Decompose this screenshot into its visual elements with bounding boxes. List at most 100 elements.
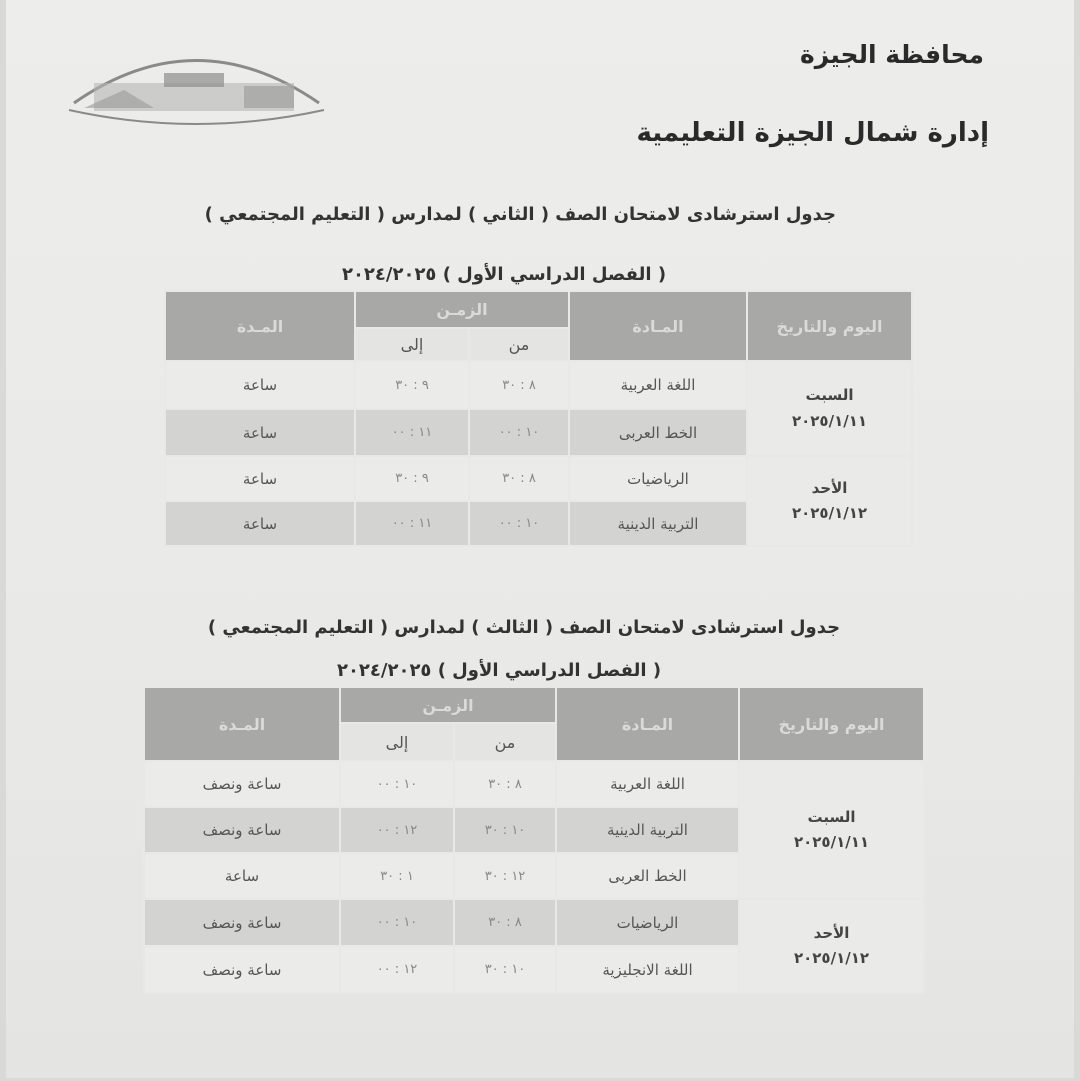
- from-time-cell: ٨ : ٣٠: [468, 455, 570, 502]
- to-time: ١٠ : ٠٠: [376, 915, 418, 930]
- column-header-time: الزمـن: [354, 290, 570, 329]
- day-date: ٢٠٢٥/١/١٢: [791, 504, 868, 522]
- column-header-duration: المـدة: [143, 686, 341, 762]
- from-time-cell: ٨ : ٣٠: [453, 760, 557, 808]
- day-date: ٢٠٢٥/١/١٢: [793, 949, 870, 967]
- from-time: ٨ : ٣٠: [488, 776, 522, 792]
- to-time: ١١ : ٠٠: [391, 425, 433, 440]
- from-time: ١٠ : ٠٠: [498, 516, 540, 531]
- administration-heading: إدارة شمال الجيزة التعليمية: [636, 118, 989, 148]
- from-time: ١٠ : ٠٠: [498, 425, 540, 440]
- to-time-cell: ٩ : ٣٠: [354, 455, 470, 502]
- document-page: محافظة الجيزة إدارة شمال الجيزة التعليمي…: [6, 0, 1074, 1078]
- column-header-from: من: [468, 327, 570, 362]
- subheader-row: من إلى: [165, 327, 912, 362]
- to-time-cell: ١٢ : ٠٠: [339, 945, 455, 994]
- from-time-cell: ١٠ : ٠٠: [468, 408, 570, 457]
- from-time-cell: ١٠ : ٣٠: [453, 806, 557, 854]
- to-time-cell: ١٠ : ٠٠: [339, 898, 455, 947]
- duration-cell: ساعة ونصف: [143, 898, 341, 947]
- to-time: ٩ : ٣٠: [395, 471, 429, 486]
- duration-cell: ساعة ونصف: [143, 806, 341, 854]
- subheader-row: من إلى: [144, 722, 924, 762]
- column-header-subject: المـادة: [555, 686, 740, 762]
- day-date: ٢٠٢٥/١/١١: [791, 411, 868, 430]
- duration-cell: ساعة ونصف: [143, 760, 341, 808]
- day-name: السبت: [805, 386, 854, 404]
- from-time: ٨ : ٣٠: [488, 915, 522, 930]
- from-time-cell: ٨ : ٣٠: [453, 898, 557, 947]
- to-time-cell: ٩ : ٣٠: [354, 360, 470, 410]
- to-time-cell: ١٢ : ٠٠: [339, 806, 455, 854]
- subject-cell: الرياضيات: [568, 455, 748, 502]
- duration-cell: ساعة: [164, 408, 356, 457]
- duration-cell: ساعة: [164, 500, 356, 547]
- duration-cell: ساعة: [164, 360, 356, 410]
- from-time-cell: ٨ : ٣٠: [468, 360, 570, 410]
- table-row: اللغة الانجليزية ١٠ : ٣٠ ١٢ : ٠٠ ساعة ونصف: [143, 945, 924, 994]
- day-name: الأحد: [811, 478, 848, 497]
- subject-cell: الخط العربى: [555, 852, 740, 900]
- column-header-day: اليوم والتاريخ: [738, 686, 925, 762]
- governorate-heading: محافظة الجيزة: [800, 40, 984, 69]
- column-header-to: إلى: [339, 722, 455, 762]
- table-row: الخط العربى ١٢ : ٣٠ ١ : ٣٠ ساعة: [143, 852, 924, 900]
- day-cell: الأحد ٢٠٢٥/١/١٢: [746, 455, 913, 547]
- day-cell: الأحد ٢٠٢٥/١/١٢: [738, 898, 925, 994]
- to-time: ١ : ٣٠: [380, 868, 414, 884]
- subject-cell: التربية الدينية: [568, 500, 748, 547]
- to-time: ١٢ : ٠٠: [376, 822, 418, 838]
- duration-cell: ساعة: [164, 455, 356, 502]
- header-row: اليوم والتاريخ المـادة الزمـن المـدة: [143, 686, 925, 762]
- column-header-time: الزمـن: [339, 686, 557, 724]
- day-cell: السبت ٢٠٢٥/١/١١: [746, 360, 913, 457]
- schedule-1-table: اليوم والتاريخ المـادة الزمـن المـدة من إلى ال…: [164, 290, 913, 547]
- day-cell: السبت ٢٠٢٥/١/١١: [738, 760, 925, 900]
- from-time: ١٢ : ٣٠: [484, 868, 526, 884]
- from-time: ١٠ : ٣٠: [484, 962, 526, 977]
- day-name: الأحد: [813, 923, 850, 942]
- table-row: الأحد ٢٠٢٥/١/١٢ الرياضيات ٨ : ٣٠ ٩ : ٣٠ ساعة: [164, 455, 913, 547]
- from-time-cell: ١٠ : ٠٠: [468, 500, 570, 547]
- table-row: التربية الدينية ١٠ : ٣٠ ١٢ : ٠٠ ساعة ونصف: [143, 806, 924, 854]
- from-time-cell: ١٠ : ٣٠: [453, 945, 557, 994]
- column-header-from: من: [453, 722, 557, 762]
- to-time-cell: ١١ : ٠٠: [354, 408, 470, 457]
- schedule-2-table: اليوم والتاريخ المـادة الزمـن المـدة من إلى ال…: [143, 686, 925, 994]
- to-time-cell: ١ : ٣٠: [339, 852, 455, 900]
- duration-cell: ساعة ونصف: [143, 945, 341, 994]
- column-header-day: اليوم والتاريخ: [746, 290, 913, 362]
- subject-cell: اللغة العربية: [555, 760, 740, 808]
- table-row: السبت ٢٠٢٥/١/١١ اللغة العربية ٨ : ٣٠ ١٠ : ٠٠…: [143, 760, 925, 900]
- header-row: اليوم والتاريخ المـادة الزمـن المـدة: [164, 290, 913, 362]
- column-header-to: إلى: [354, 327, 470, 362]
- day-date: ٢٠٢٥/١/١١: [793, 833, 870, 851]
- subject-cell: التربية الدينية: [555, 806, 740, 854]
- from-time-cell: ١٢ : ٣٠: [453, 852, 557, 900]
- from-time: ١٠ : ٣٠: [484, 822, 526, 838]
- from-time: ٨ : ٣٠: [502, 377, 536, 393]
- subject-cell: اللغة الانجليزية: [555, 945, 740, 994]
- subject-cell: اللغة العربية: [568, 360, 748, 410]
- to-time: ١٢ : ٠٠: [376, 962, 418, 977]
- table-row: الأحد ٢٠٢٥/١/١٢ الرياضيات ٨ : ٣٠ ١٠ : ٠٠ ساعة…: [143, 898, 925, 994]
- schedule-1-title: جدول استرشادى لامتحان الصف ( الثاني ) لم…: [204, 204, 836, 225]
- to-time: ١١ : ٠٠: [391, 516, 433, 531]
- schedule-2-title: جدول استرشادى لامتحان الصف ( الثالث ) لم…: [207, 617, 841, 638]
- table-row: الخط العربى ١٠ : ٠٠ ١١ : ٠٠ ساعة: [164, 408, 912, 457]
- duration-cell: ساعة: [143, 852, 341, 900]
- to-time: ١٠ : ٠٠: [376, 776, 418, 792]
- table-row: السبت ٢٠٢٥/١/١١ اللغة العربية ٨ : ٣٠ ٩ : ٣٠ س…: [164, 360, 913, 457]
- table-row: التربية الدينية ١٠ : ٠٠ ١١ : ٠٠ ساعة: [164, 500, 912, 547]
- to-time: ٩ : ٣٠: [395, 377, 429, 393]
- schedule-1-subtitle: ( الفصل الدراسي الأول ) ٢٠٢٤/٢٠٢٥: [341, 264, 667, 285]
- subject-cell: الرياضيات: [555, 898, 740, 947]
- directorate-logo: [68, 59, 325, 125]
- column-header-duration: المـدة: [164, 290, 356, 362]
- to-time-cell: ١١ : ٠٠: [354, 500, 470, 547]
- from-time: ٨ : ٣٠: [502, 471, 536, 486]
- schedule-2-subtitle: ( الفصل الدراسي الأول ) ٢٠٢٤/٢٠٢٥: [336, 660, 662, 681]
- to-time-cell: ١٠ : ٠٠: [339, 760, 455, 808]
- subject-cell: الخط العربى: [568, 408, 748, 457]
- day-name: السبت: [807, 807, 856, 826]
